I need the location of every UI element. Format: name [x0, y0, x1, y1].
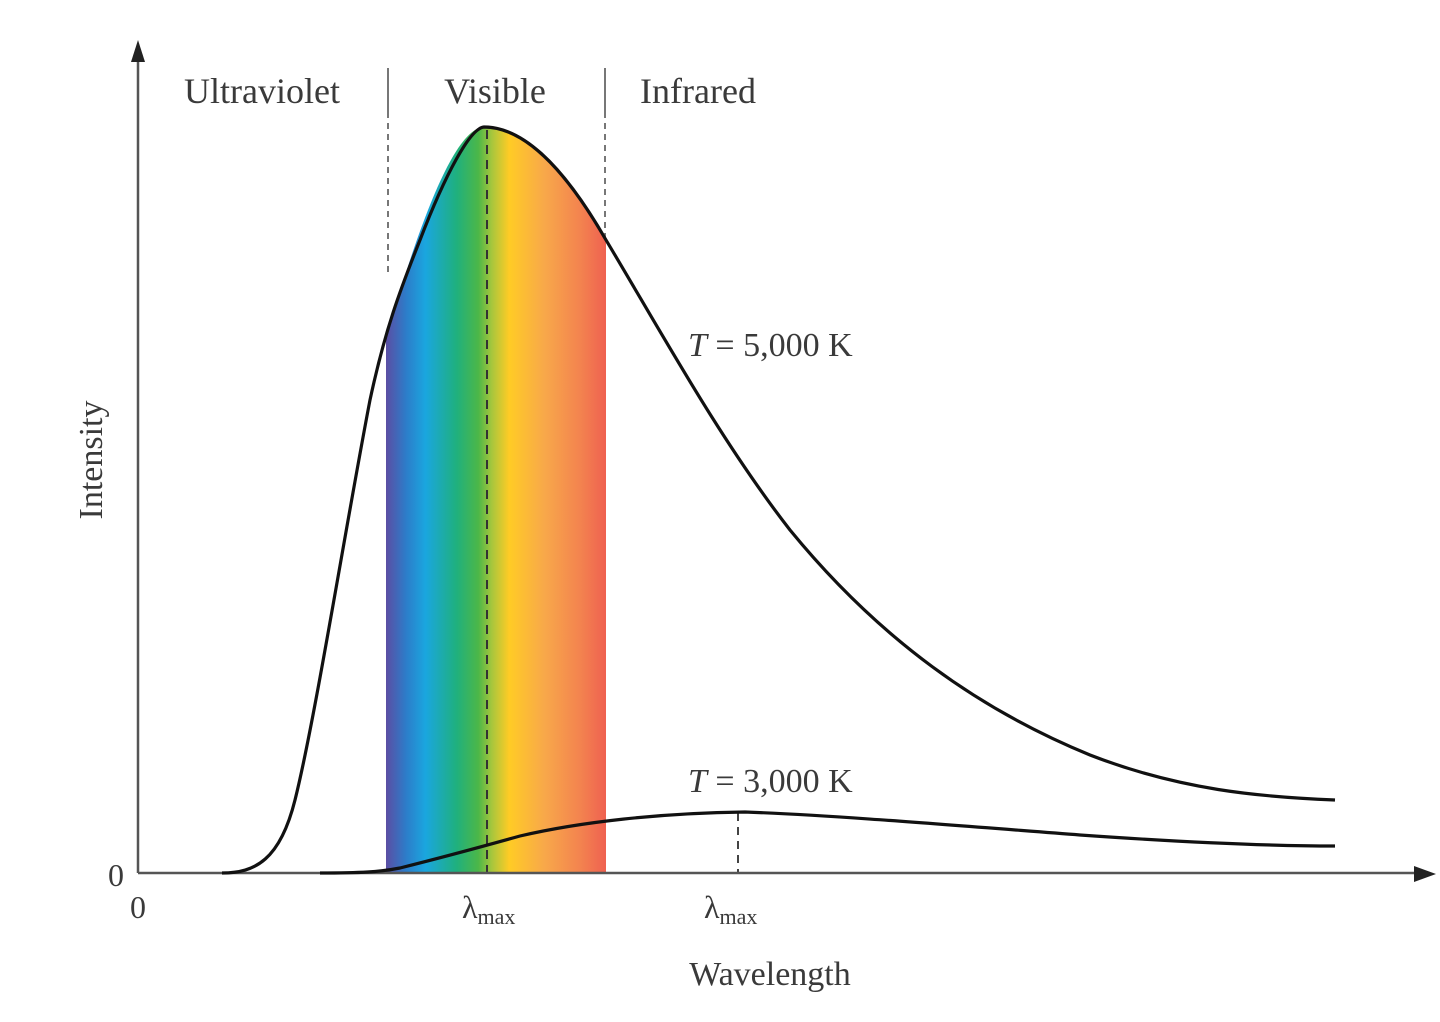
y-origin-label: 0: [108, 857, 124, 893]
y-axis-title: Intensity: [73, 401, 110, 520]
region-label-infrared: Infrared: [640, 71, 756, 111]
label-5000k: T = 5,000 K: [688, 327, 853, 364]
x-axis-arrow-icon: [1414, 866, 1436, 882]
lambda-max-5000-label: λmax: [462, 889, 515, 929]
x-axis-title: Wavelength: [689, 956, 851, 993]
x-origin-label: 0: [130, 889, 146, 925]
lambda-max-3000-label: λmax: [704, 889, 757, 929]
region-label-visible: Visible: [444, 71, 546, 111]
curve-5000k: [221, 125, 1336, 875]
curve-3000k: [319, 810, 1336, 875]
visible-spectrum-fill: [386, 127, 606, 873]
label-3000k: T = 3,000 K: [688, 763, 853, 800]
y-axis-arrow-icon: [131, 40, 145, 62]
region-label-ultraviolet: Ultraviolet: [184, 71, 340, 111]
